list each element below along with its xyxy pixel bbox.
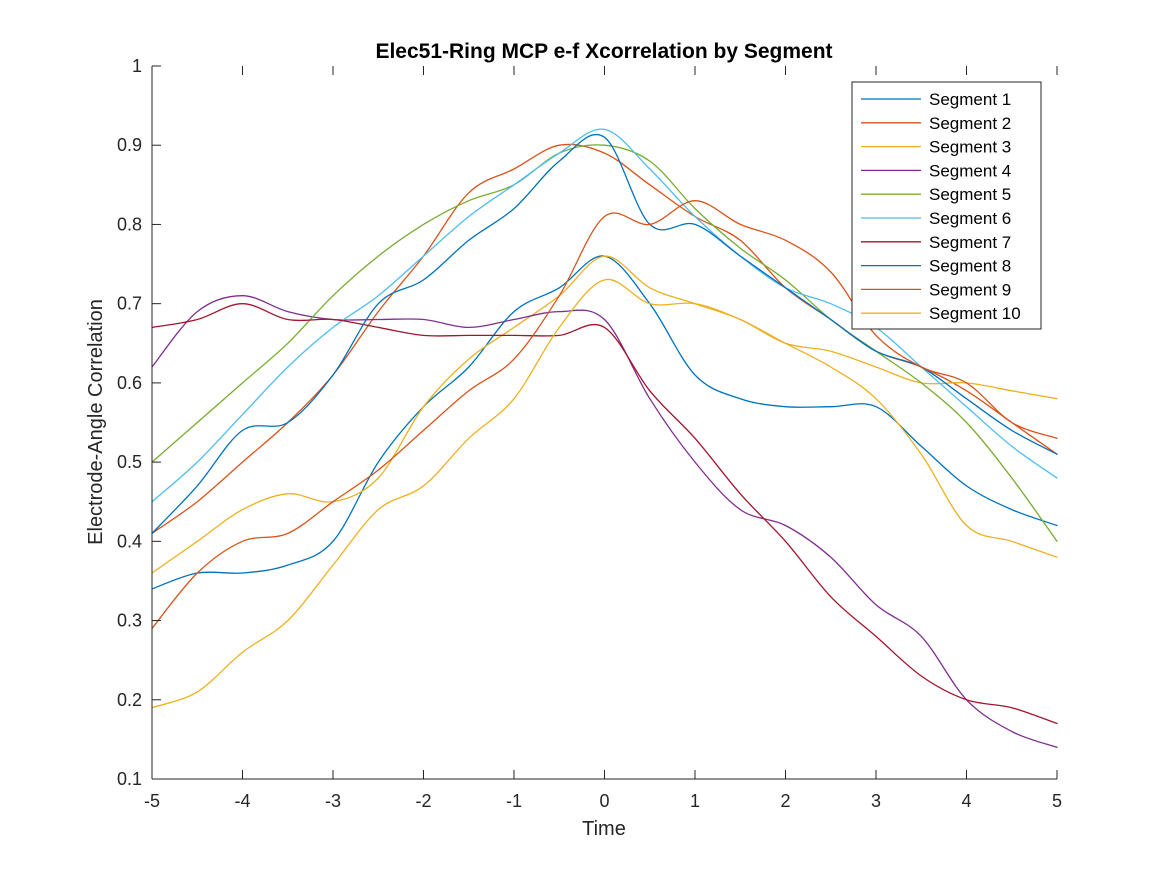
x-tick-label: -4: [234, 791, 250, 811]
legend: Segment 1 Segment 2 Segment 3 Segment 4 Segm…: [851, 81, 1042, 330]
legend-label: Segment 10: [929, 304, 1021, 323]
y-tick-label: 0.6: [117, 373, 142, 393]
legend-label: Segment 9: [929, 280, 1011, 299]
x-tick-label: 5: [1052, 791, 1062, 811]
legend-label: Segment 5: [929, 185, 1011, 204]
series-line-segment-5: [151, 144, 1058, 542]
y-axis-label: Electrode-Angle Correlation: [85, 299, 107, 545]
legend-label: Segment 4: [929, 161, 1011, 180]
legend-label: Segment 2: [929, 114, 1011, 133]
chart-title: Elec51-Ring MCP e-f Xcorrelation by Segm…: [375, 40, 832, 63]
y-tick-label: 0.2: [117, 690, 142, 710]
legend-label: Segment 8: [929, 257, 1011, 276]
y-tick-label: 0.3: [117, 611, 142, 631]
x-tick-label: -2: [415, 791, 431, 811]
x-tick-label: 2: [780, 791, 790, 811]
legend-label: Segment 6: [929, 209, 1011, 228]
series-line-segment-10: [151, 278, 1058, 709]
x-tick-label: 4: [961, 791, 971, 811]
plot-area: -5 -4 -3 -2 -1 0 1 2 3 4 5 0.10.20.30.40.50.60.70.…: [117, 56, 1062, 811]
x-tick-label: -1: [506, 791, 522, 811]
y-ticks: 0.1 0.2 0.3 0.4 0.5 0.6 0.7 0.8 0.9 1: [117, 56, 161, 789]
x-tick-label: 1: [690, 791, 700, 811]
y-tick-label: 0.8: [117, 214, 142, 234]
y-tick-label: 0.1: [117, 769, 142, 789]
x-tick-label: 3: [871, 791, 881, 811]
series-group: [151, 128, 1058, 748]
legend-label: Segment 7: [929, 233, 1011, 252]
series-line-segment-7: [151, 303, 1058, 725]
y-tick-label: 0.4: [117, 531, 142, 551]
y-tick-label: 0.7: [117, 294, 142, 314]
series-line-segment-8: [151, 134, 1058, 535]
x-tick-label: -5: [144, 791, 160, 811]
x-tick-label: -3: [325, 791, 341, 811]
series-line-segment-4: [151, 295, 1058, 748]
legend-label: Segment 1: [929, 90, 1011, 109]
legend-label: Segment 3: [929, 138, 1011, 157]
y-tick-label: 0.9: [117, 135, 142, 155]
x-axis-label: Time: [582, 818, 626, 840]
y-tick-label: 1: [132, 56, 142, 76]
series-line-segment-6: [151, 128, 1058, 503]
y-tick-label: 0.5: [117, 452, 142, 472]
legend-items: Segment 1 Segment 2 Segment 3 Segment 4 Segm…: [861, 90, 1021, 323]
x-ticks: -5 -4 -3 -2 -1 0 1 2 3 4 5: [144, 66, 1062, 811]
series-line-segment-9: [151, 200, 1058, 630]
x-tick-label: 0: [599, 791, 609, 811]
series-line-segment-3: [151, 255, 1058, 574]
